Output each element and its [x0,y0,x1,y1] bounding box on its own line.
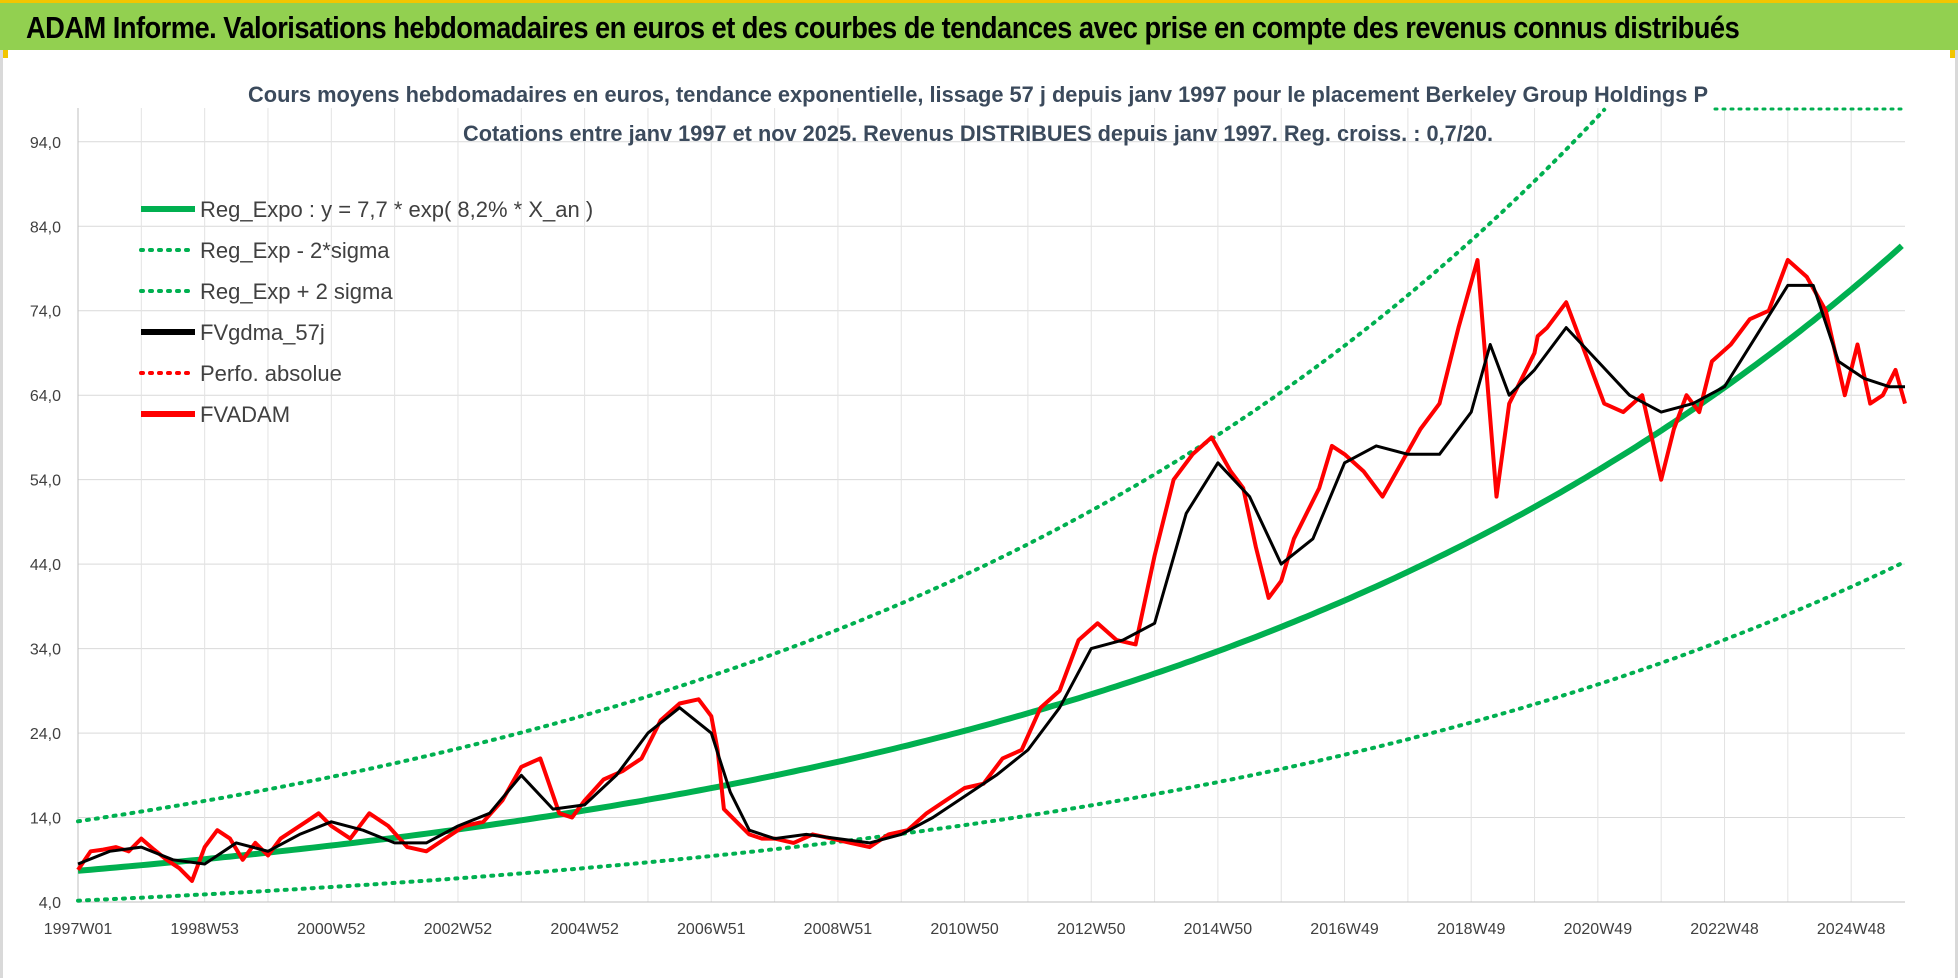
x-tick-label: 2022W48 [1690,921,1759,938]
x-tick-label: 2010W50 [930,921,999,938]
legend-label: Perfo. absolue [200,361,342,386]
legend-label: Reg_Expo : y = 7,7 * exp( 8,2% * X_an ) [200,197,593,222]
y-tick-label: 84,0 [30,219,61,236]
x-axis-ticks: 1997W01 1998W53 2000W52 2002W52 2004W52 2006W… [44,921,1886,938]
y-tick-label: 4,0 [39,895,61,912]
x-tick-label: 1997W01 [44,921,113,938]
y-tick-label: 74,0 [30,304,61,321]
y-tick-label: 44,0 [30,557,61,574]
series-reg-exp-minus-2sigma [76,561,1904,903]
chart-panel: 4,0 14,0 24,0 34,0 44,0 54,0 64,0 74,0 84,0 94,0 … [0,50,1958,978]
x-tick-label: 2024W48 [1817,921,1886,938]
x-tick-label: 2020W49 [1564,921,1633,938]
chart-title-line1: Cours moyens hebdomadaires en euros, ten… [248,82,1708,107]
y-axis-ticks: 4,0 14,0 24,0 34,0 44,0 54,0 64,0 74,0 84,0 94,0 [30,135,61,912]
chart: 4,014,024,034,044,054,064,074,084,094,0 … [30,82,1907,938]
y-tick-label: 64,0 [30,388,61,405]
series-fvgdma-57j [77,283,1905,866]
x-tick-label: 2004W52 [550,921,619,938]
series-layer [76,107,1907,903]
legend: Reg_Expo : y = 7,7 * exp( 8,2% * X_an ) R… [139,197,593,427]
x-tick-label: 2012W50 [1057,921,1126,938]
x-tick-label: 2000W52 [297,921,366,938]
x-tick-label: 2014W50 [1184,921,1253,938]
y-tick-label: 14,0 [30,811,61,828]
corner-marker-left [0,50,8,58]
y-tick-label: 94,0 [30,135,61,152]
chart-title-line2: Cotations entre janv 1997 et nov 2025. R… [463,121,1493,146]
x-tick-label: 2016W49 [1310,921,1379,938]
grid [77,108,1905,903]
y-tick-label: 34,0 [30,642,61,659]
legend-label: FVADAM [200,402,290,427]
series-fvadam [76,258,1907,883]
legend-label: Reg_Exp + 2 sigma [200,279,393,304]
corner-marker-right [1950,50,1958,58]
x-tick-label: 2008W51 [804,921,873,938]
page-title: ADAM Informe. Valorisations hebdomadaire… [26,10,1740,45]
y-tick-label: 24,0 [30,726,61,743]
x-tick-label: 1998W53 [170,921,239,938]
x-tick-label: 2002W52 [424,921,493,938]
y-tick-label: 54,0 [30,473,61,490]
x-tick-label: 2006W51 [677,921,746,938]
header-banner: ADAM Informe. Valorisations hebdomadaire… [0,0,1958,50]
legend-label: FVgdma_57j [200,320,325,345]
x-tick-label: 2018W49 [1437,921,1506,938]
legend-label: Reg_Exp - 2*sigma [200,238,390,263]
